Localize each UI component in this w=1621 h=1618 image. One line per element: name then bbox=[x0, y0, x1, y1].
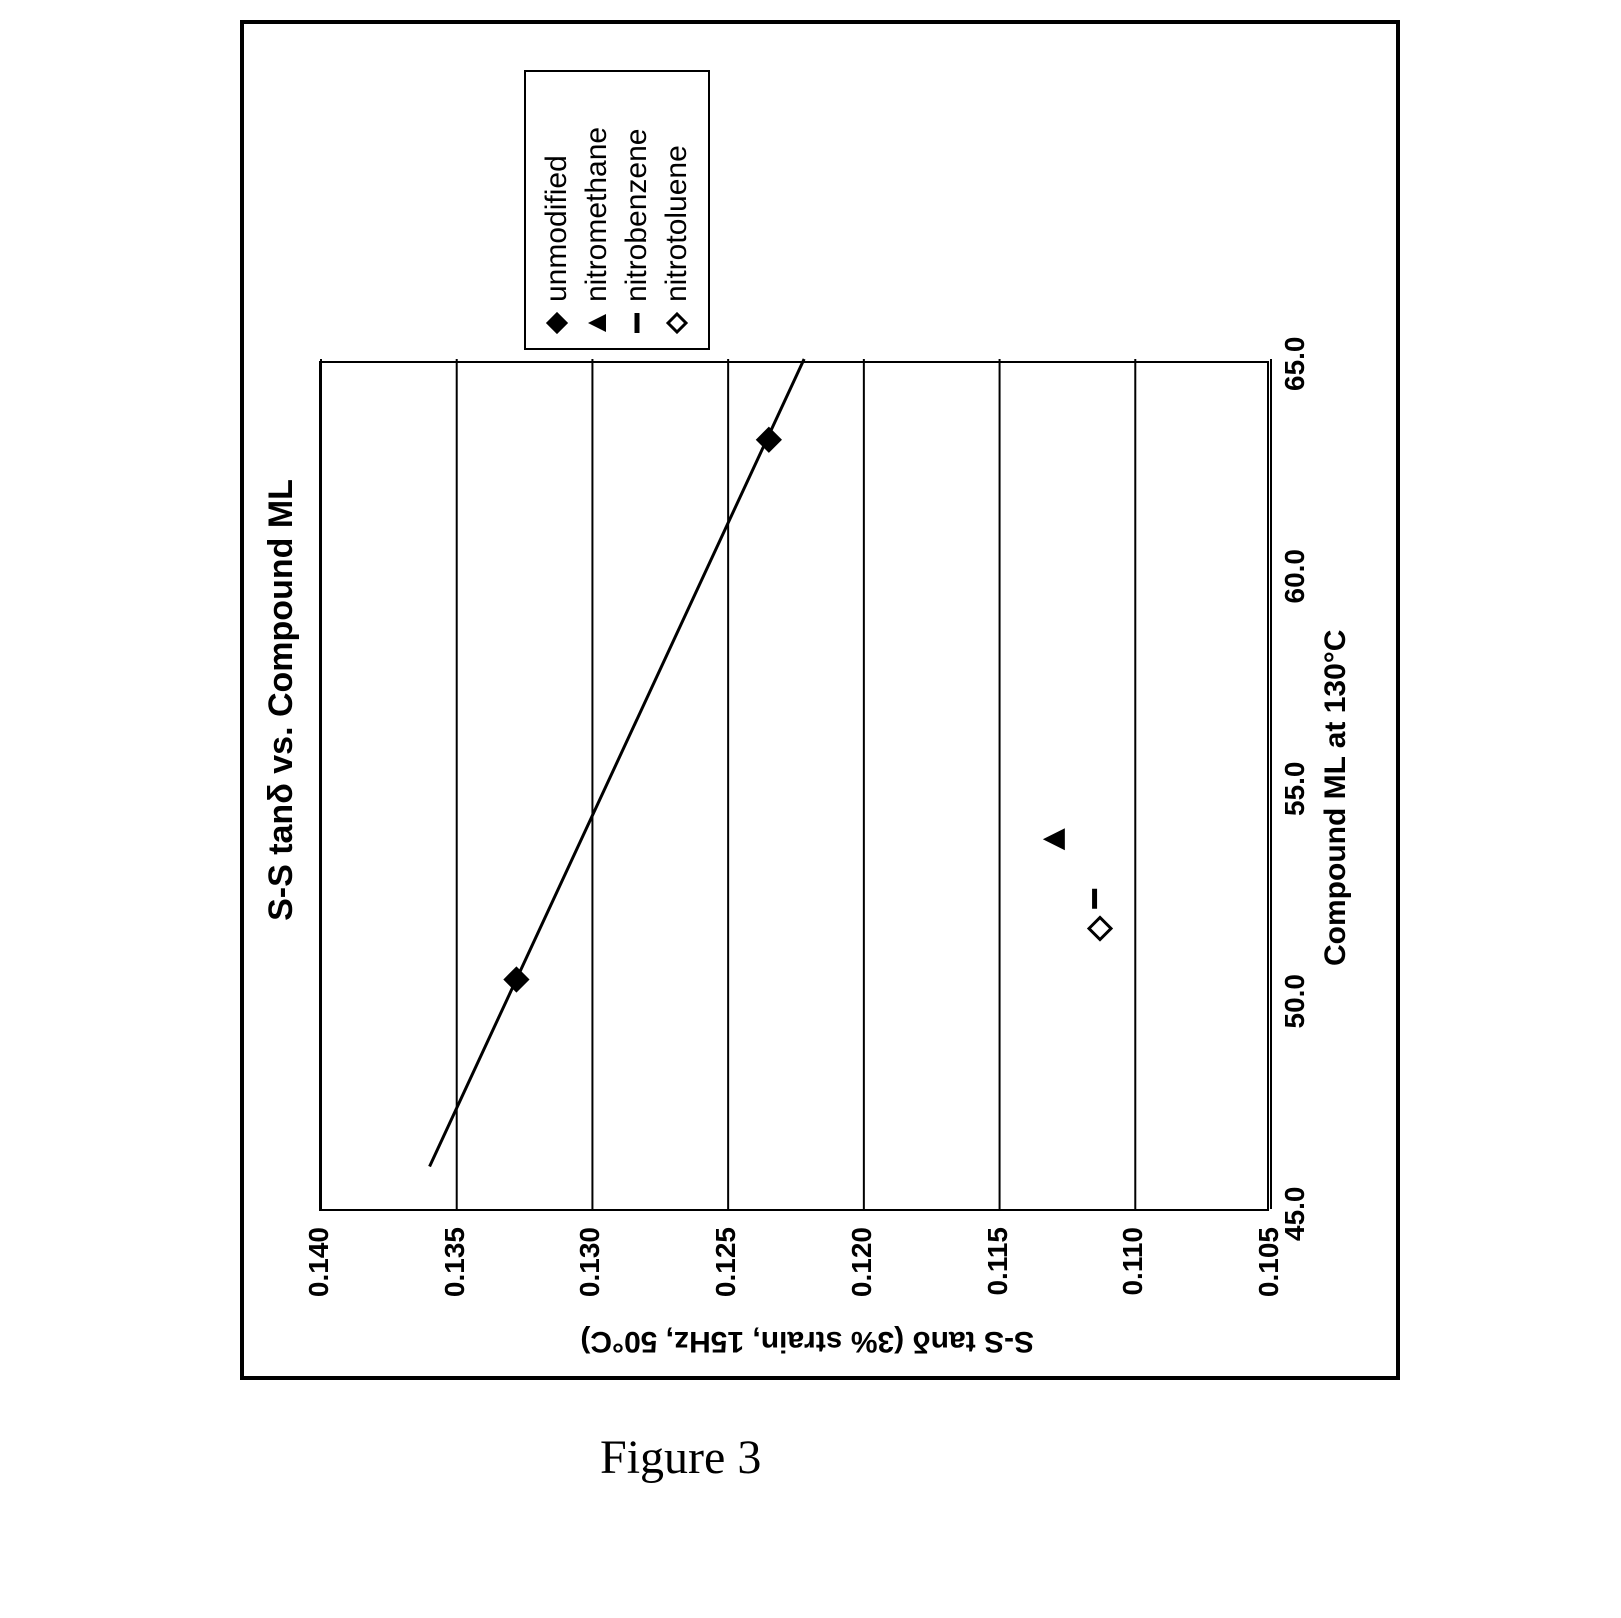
legend-item: nitromethane bbox=[580, 82, 614, 338]
y-axis-label: S-S tanδ (3% strain, 15Hz, 50°C) bbox=[580, 1324, 1034, 1358]
y-tick-label: 0.125 bbox=[710, 1227, 742, 1297]
plot-svg bbox=[321, 359, 1271, 1209]
y-tick-label: 0.140 bbox=[303, 1227, 335, 1297]
legend-label: unmodified bbox=[540, 155, 574, 302]
y-tick-label: 0.120 bbox=[846, 1227, 878, 1297]
figure-caption: Figure 3 bbox=[600, 1430, 761, 1485]
y-tick-label: 0.115 bbox=[982, 1227, 1014, 1296]
legend-marker-icon bbox=[624, 308, 650, 338]
plot-area bbox=[319, 361, 1269, 1211]
x-tick-label: 45.0 bbox=[1279, 1187, 1311, 1242]
x-tick-label: 50.0 bbox=[1279, 974, 1311, 1029]
x-tick-label: 55.0 bbox=[1279, 762, 1311, 817]
legend-marker-icon bbox=[544, 308, 570, 338]
legend-label: nitromethane bbox=[580, 127, 614, 302]
y-tick-label: 0.110 bbox=[1117, 1227, 1149, 1296]
y-tick-label: 0.130 bbox=[574, 1227, 606, 1297]
legend-label: nitrobenzene bbox=[620, 129, 654, 302]
page: S-S tanδ vs. Compound ML 0.1050.1100.115… bbox=[0, 0, 1621, 1618]
x-tick-label: 65.0 bbox=[1279, 337, 1311, 392]
x-tick-label: 60.0 bbox=[1279, 549, 1311, 604]
chart-title: S-S tanδ vs. Compound ML bbox=[262, 24, 301, 1376]
legend-item: nitrotoluene bbox=[660, 82, 694, 338]
legend-item: nitrobenzene bbox=[620, 82, 654, 338]
y-tick-label: 0.135 bbox=[439, 1227, 471, 1297]
legend-marker-icon bbox=[664, 308, 690, 338]
legend-box: unmodifiednitromethanenitrobenzenenitrot… bbox=[524, 70, 710, 350]
outer-frame: S-S tanδ vs. Compound ML 0.1050.1100.115… bbox=[240, 20, 1400, 1380]
x-axis-label: Compound ML at 130°C bbox=[1319, 630, 1353, 966]
legend-item: unmodified bbox=[540, 82, 574, 338]
legend-marker-icon bbox=[584, 308, 610, 338]
legend-label: nitrotoluene bbox=[660, 145, 694, 302]
